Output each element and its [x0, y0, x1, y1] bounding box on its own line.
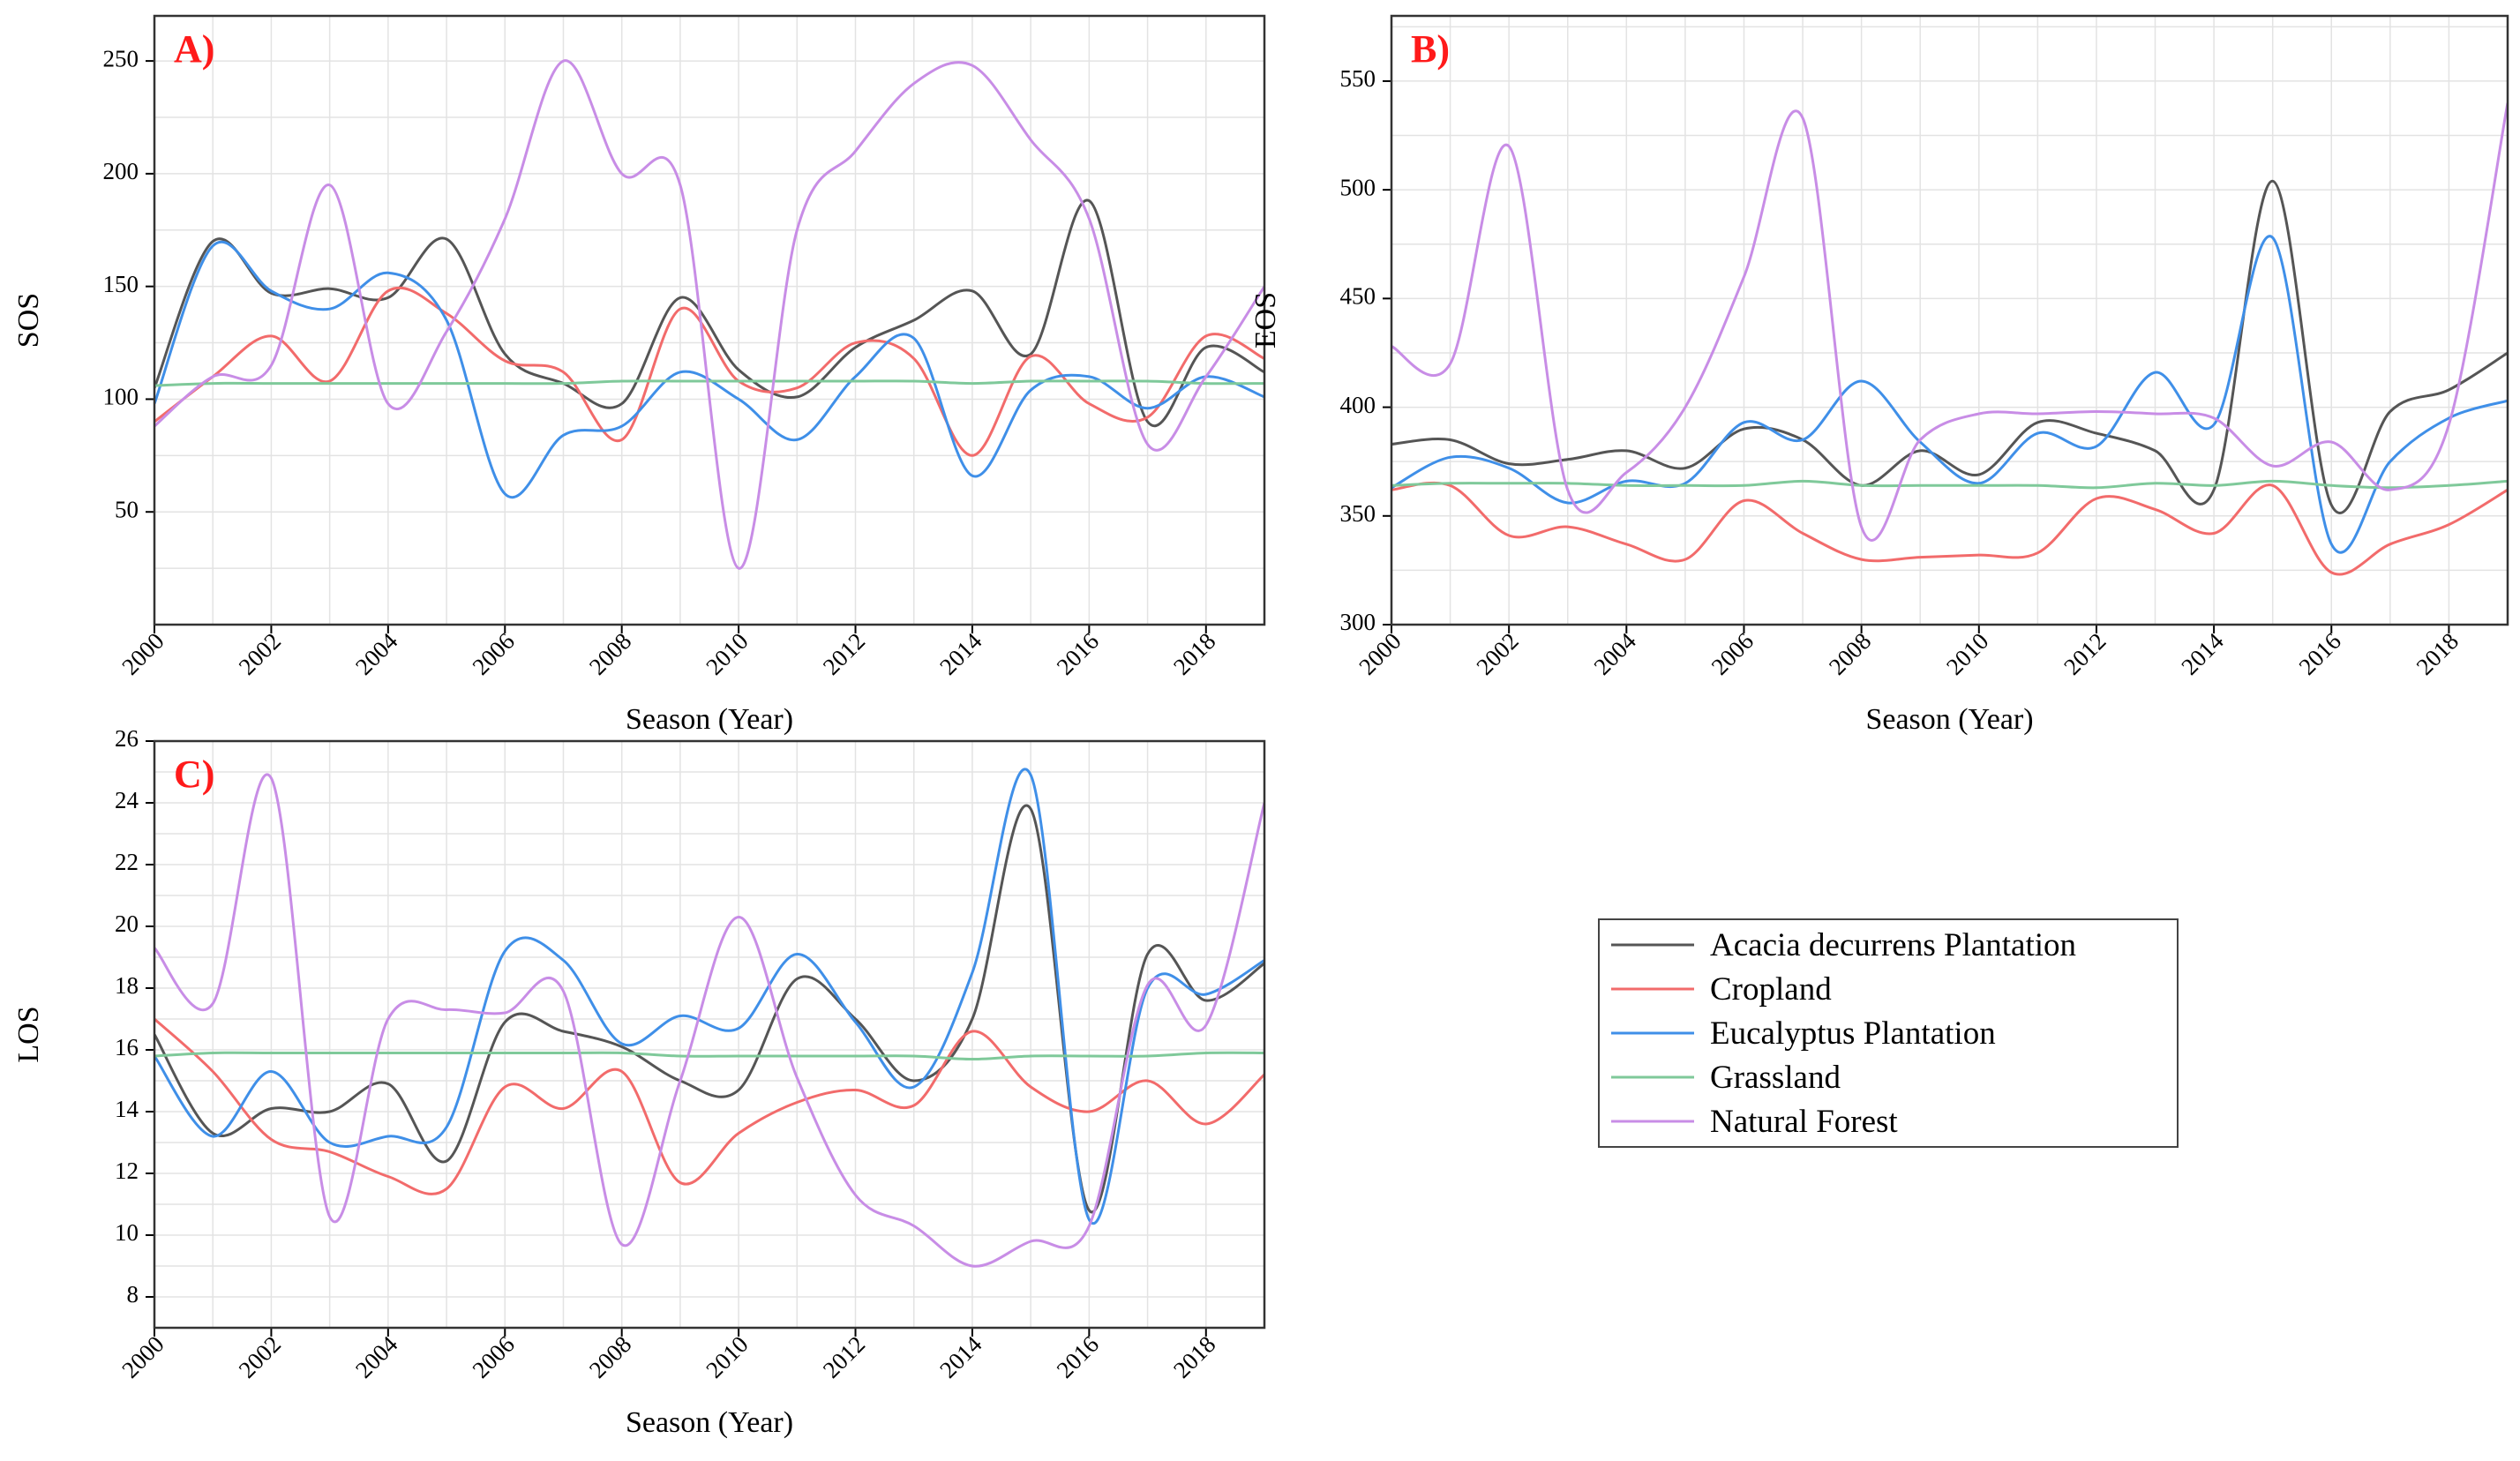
series-line-natural-forest	[154, 59, 1264, 570]
y-tick-label: 8	[127, 1281, 139, 1307]
series-line-cropland	[1391, 481, 2508, 576]
x-tick-label: 2004	[350, 627, 403, 680]
series-line-cropland	[154, 1017, 1264, 1195]
series-line-eucalyptus	[154, 240, 1264, 498]
series-line-natural-forest	[1391, 102, 2508, 542]
x-tick-label: 2008	[584, 1330, 636, 1382]
y-tick-label: 12	[115, 1158, 139, 1184]
plot-frame	[1390, 14, 2509, 626]
x-tick-label: 2006	[467, 1330, 519, 1382]
y-tick-label: 22	[115, 849, 139, 875]
series-line-acacia	[154, 199, 1264, 427]
x-tick-label: 2006	[467, 627, 519, 679]
x-tick-label: 2018	[1168, 1330, 1220, 1382]
x-axis-label: Season (Year)	[626, 1406, 793, 1439]
x-tick-label: 2010	[1941, 627, 1993, 679]
x-tick-label: 2004	[350, 1330, 403, 1383]
legend-box	[1598, 918, 2179, 1148]
x-tick-label: 2012	[818, 627, 870, 679]
plot-area	[154, 16, 1264, 625]
panel-a-sos-chart: 2000 2002 2004 2006 2008 2010 2012 2014 2016 2018…	[12, 14, 1266, 736]
x-tick-label: 2016	[2293, 627, 2345, 679]
y-axis-label: SOS	[12, 293, 45, 348]
y-tick-label: 200	[103, 158, 139, 184]
x-tick-label: 2014	[934, 627, 987, 680]
legend-label-acacia: Acacia decurrens Plantation	[1710, 927, 2076, 963]
x-tick-label: 2004	[1589, 627, 1642, 680]
y-axis-label: LOS	[12, 1006, 45, 1062]
series-line-acacia	[1391, 179, 2508, 514]
x-tick-label: 2014	[934, 1330, 987, 1383]
panel-label-a: A)	[174, 27, 214, 71]
plot-frame	[153, 739, 1266, 1330]
x-tick-label: 2014	[2176, 627, 2229, 680]
series-group	[154, 59, 1264, 570]
y-tick-label: 400	[1340, 392, 1376, 418]
y-tick-label: 300	[1340, 609, 1376, 635]
y-tick-label: 550	[1340, 65, 1376, 92]
plot-area	[154, 741, 1264, 1328]
legend-label-grassland: Grassland	[1710, 1060, 1841, 1096]
x-tick-label: 2018	[1168, 627, 1220, 679]
series-line-cropland	[154, 286, 1264, 457]
x-tick-label: 2002	[1471, 627, 1523, 679]
y-tick-label: 20	[115, 910, 139, 937]
panel-b-eos-chart: 2000 2002 2004 2006 2008 2010 2012 2014 2016 2018…	[1249, 14, 2509, 736]
series-line-grassland	[154, 1051, 1264, 1060]
x-tick-label: 2012	[818, 1330, 870, 1382]
x-tick-label: 2016	[1052, 1330, 1104, 1382]
y-axis-label: EOS	[1249, 292, 1282, 348]
x-tick-label: 2010	[701, 1330, 753, 1382]
y-tick-label: 24	[115, 787, 139, 813]
x-tick-label: 2002	[234, 627, 286, 679]
plot-frame	[153, 14, 1266, 626]
y-tick-label: 100	[103, 384, 139, 410]
y-tick-label: 10	[115, 1219, 139, 1246]
series-group	[1391, 102, 2508, 576]
y-tick-label: 450	[1340, 283, 1376, 310]
panel-c-los-chart: 2000 2002 2004 2006 2008 2010 2012 2014 2016 2018…	[12, 725, 1266, 1439]
y-tick-label: 500	[1340, 174, 1376, 200]
x-tick-label: 2002	[234, 1330, 286, 1382]
x-tick-label: 2000	[1354, 627, 1406, 679]
y-tick-label: 14	[115, 1096, 139, 1122]
legend: Acacia decurrens Plantation Cropland Euc…	[1598, 918, 2179, 1148]
series-group	[154, 768, 1264, 1268]
x-tick-label: 2012	[2059, 627, 2111, 679]
y-tick-label: 50	[115, 496, 139, 522]
x-tick-label: 2000	[116, 627, 169, 679]
panel-label-c: C)	[174, 753, 214, 796]
x-tick-label: 2006	[1706, 627, 1759, 679]
series-line-natural-forest	[154, 773, 1264, 1268]
y-tick-label: 26	[115, 725, 139, 752]
x-tick-label: 2016	[1052, 627, 1104, 679]
x-tick-label: 2000	[116, 1330, 169, 1382]
plot-area	[1391, 16, 2508, 625]
series-line-grassland	[1391, 479, 2508, 490]
series-line-grassland	[154, 379, 1264, 387]
x-axis-label: Season (Year)	[626, 703, 793, 736]
y-tick-label: 150	[103, 271, 139, 297]
x-tick-label: 2008	[584, 627, 636, 679]
legend-label-eucalyptus: Eucalyptus Plantation	[1710, 1015, 1996, 1052]
x-axis-label: Season (Year)	[1865, 703, 2033, 736]
legend-label-natural-forest: Natural Forest	[1710, 1104, 1898, 1140]
y-tick-label: 350	[1340, 500, 1376, 527]
x-tick-label: 2010	[701, 627, 753, 679]
legend-label-cropland: Cropland	[1710, 971, 1832, 1008]
panel-label-b: B)	[1411, 27, 1450, 71]
x-tick-label: 2018	[2411, 627, 2464, 679]
y-tick-label: 16	[115, 1034, 139, 1060]
y-tick-label: 18	[115, 972, 139, 999]
y-tick-label: 250	[103, 45, 139, 71]
x-tick-label: 2008	[1824, 627, 1876, 679]
